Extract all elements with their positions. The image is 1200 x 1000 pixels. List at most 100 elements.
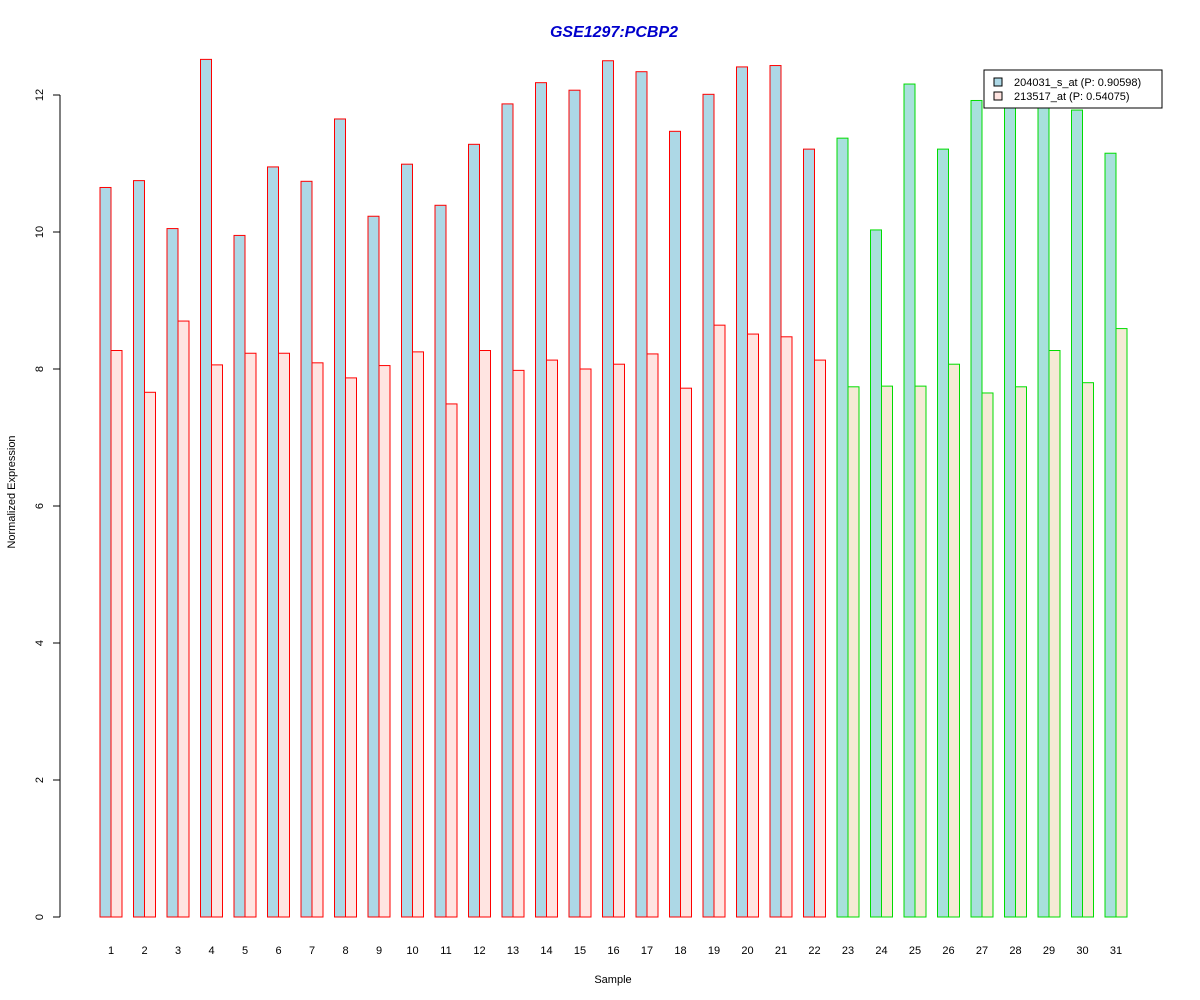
bar-series-2-sample-30: [1082, 382, 1094, 918]
x-tick-label: 31: [1110, 945, 1122, 957]
x-tick-label: 25: [909, 945, 921, 957]
bar-series-2-sample-9: [378, 365, 391, 918]
bar-series-1-sample-23: [836, 137, 849, 918]
bar-series-2-sample-28: [1015, 386, 1027, 918]
x-tick-label: 23: [842, 945, 854, 957]
x-tick-label: 6: [275, 945, 281, 957]
bar-series-1-sample-20: [736, 66, 748, 918]
x-tick-label: 30: [1076, 945, 1088, 957]
bar-series-1-sample-27: [970, 99, 983, 918]
bar-series-2-sample-17: [646, 353, 659, 918]
bar-series-2-sample-29: [1048, 350, 1061, 918]
x-tick-label: 16: [607, 945, 619, 957]
bar-series-2-sample-27: [981, 392, 994, 918]
x-tick-labels: 1 2 3 4 5 6 7 8 9 10 11 12 13 14 15 16 17 18 19 20 21 22 23 24 2…: [108, 945, 1122, 957]
bar-series-1-sample-25: [903, 83, 916, 918]
y-tick-label: 2: [34, 777, 46, 783]
legend-swatch-series-2: [993, 91, 1003, 101]
bar-series-2-sample-25: [914, 385, 927, 918]
x-tick-label: 27: [976, 945, 988, 957]
chart-title: GSE1297:PCBP2: [550, 24, 678, 41]
x-tick-label: 29: [1043, 945, 1055, 957]
bar-series-1-sample-21: [769, 65, 782, 918]
bar-series-2-sample-23: [847, 386, 860, 918]
bar-series-2-sample-6: [278, 352, 290, 918]
bar-series-1-sample-19: [702, 93, 715, 918]
bar-series-1-sample-1: [99, 186, 112, 918]
bar-series-1-sample-14: [535, 82, 547, 918]
y-axis: 0 2 4 6 8 10 12: [34, 89, 61, 920]
x-tick-label: 3: [175, 945, 181, 957]
bar-series-2-sample-5: [244, 352, 257, 918]
bar-series-1-sample-30: [1071, 109, 1083, 918]
bar-series-1-sample-17: [635, 71, 648, 918]
x-tick-label: 15: [574, 945, 586, 957]
x-tick-label: 11: [440, 945, 451, 957]
legend: 204031_s_at (P: 0.90598) 213517_at (P: 0…: [983, 69, 1163, 109]
bar-series-2-sample-1: [110, 350, 123, 918]
x-tick-label: 12: [473, 945, 485, 957]
y-tick-label: 6: [34, 503, 46, 509]
bar-series-2-sample-10: [412, 351, 424, 918]
bar-series-2-sample-26: [948, 363, 960, 918]
x-tick-label: 10: [406, 945, 418, 957]
y-tick-label: 0: [34, 914, 46, 920]
x-tick-label: 8: [342, 945, 348, 957]
bar-series-2-sample-3: [177, 320, 190, 918]
bar-series-1-sample-16: [602, 60, 614, 918]
x-tick-label: 9: [376, 945, 382, 957]
bar-series-1-sample-5: [233, 234, 246, 918]
x-tick-label: 17: [641, 945, 653, 957]
x-tick-label: 19: [708, 945, 720, 957]
x-tick-label: 20: [741, 945, 753, 957]
bar-series-2-sample-22: [814, 359, 826, 918]
bar-series-1-sample-18: [669, 130, 681, 918]
bar-series-2-sample-15: [579, 368, 592, 918]
x-tick-label: 26: [942, 945, 954, 957]
bar-series-1-sample-26: [937, 148, 949, 918]
bar-series-2-sample-31: [1115, 328, 1128, 918]
x-axis-title: Sample: [594, 974, 631, 986]
bar-series-2-sample-13: [512, 369, 525, 918]
bar-series-2-sample-20: [747, 333, 759, 918]
legend-box: [983, 69, 1163, 109]
bar-series-2-sample-2: [144, 391, 156, 918]
bar-series-2-sample-21: [780, 336, 793, 918]
bar-series-1-sample-4: [200, 58, 212, 918]
x-tick-label: 22: [808, 945, 820, 957]
legend-swatch-series-1: [993, 77, 1003, 87]
bar-series-2-sample-18: [680, 387, 692, 918]
bar-series-1-sample-2: [133, 180, 145, 918]
bar-series-2-sample-4: [211, 364, 223, 918]
bar-series-1-sample-10: [401, 163, 413, 918]
bar-series-2-sample-7: [311, 362, 324, 918]
bar-series-1-sample-11: [434, 204, 447, 918]
bar-series-2-sample-11: [445, 403, 458, 918]
x-tick-label: 7: [309, 945, 315, 957]
bar-series-2-sample-12: [479, 350, 491, 918]
x-tick-label: 5: [242, 945, 248, 957]
y-tick-label: 8: [34, 366, 46, 372]
bar-series-1-sample-13: [501, 103, 514, 918]
bar-series-1-sample-3: [166, 228, 179, 918]
x-tick-label: 14: [540, 945, 552, 957]
bar-series-1-sample-24: [870, 229, 882, 918]
bar-series-2-sample-14: [546, 359, 558, 918]
x-tick-label: 21: [775, 945, 787, 957]
bar-series-1-sample-22: [803, 148, 815, 918]
x-tick-label: 13: [507, 945, 519, 957]
bar-series-2-sample-8: [345, 377, 357, 918]
bar-series-1-sample-8: [334, 118, 346, 918]
bar-series-1-sample-31: [1104, 152, 1117, 918]
y-tick-label: 12: [34, 89, 46, 101]
bar-series-1-sample-15: [568, 89, 581, 918]
bars-group: [99, 58, 1128, 918]
bar-series-1-sample-6: [267, 166, 279, 918]
legend-label-series-1: 204031_s_at (P: 0.90598): [1014, 77, 1141, 89]
bar-series-1-sample-12: [468, 143, 480, 918]
y-tick-label: 4: [34, 640, 46, 646]
x-tick-label: 4: [208, 945, 214, 957]
x-tick-label: 18: [674, 945, 686, 957]
bar-series-2-sample-19: [713, 324, 726, 918]
